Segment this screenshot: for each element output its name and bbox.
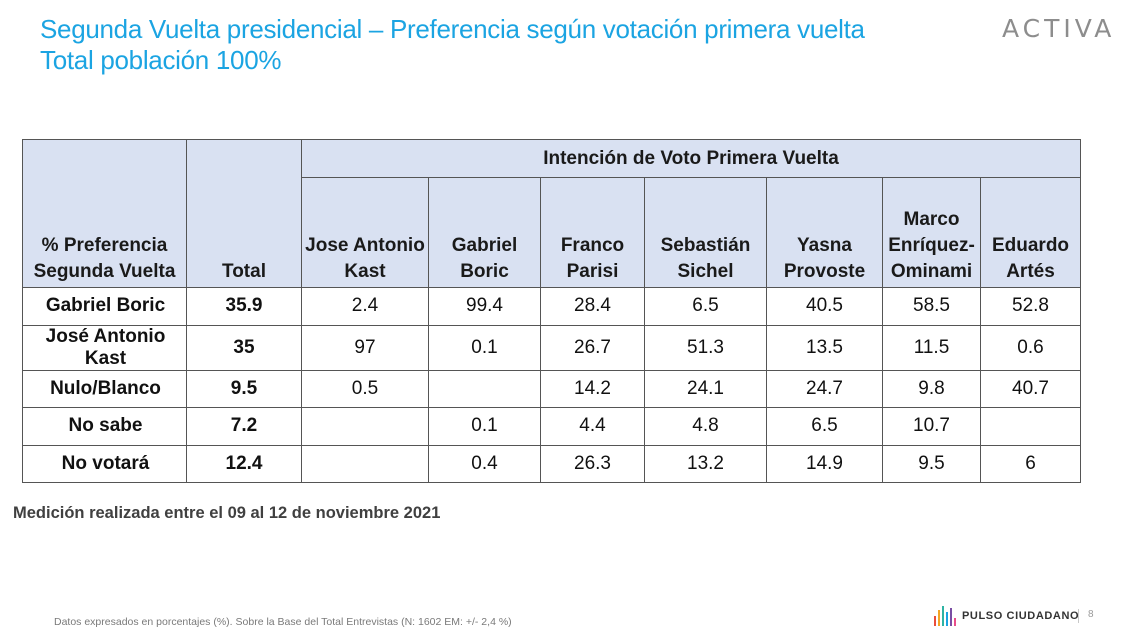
value-cell: 14.2 — [540, 369, 645, 408]
value-cell: 13.2 — [644, 444, 767, 483]
column-header: Yasna Provoste — [766, 177, 883, 288]
table-row: Gabriel Boric 35.9 2.4 99.4 28.4 6.5 40.5 58.5 5… — [22, 287, 1081, 326]
column-header-line: Gabriel — [451, 235, 518, 256]
value-cell: 9.5 — [882, 444, 981, 483]
row-label: No votará — [22, 444, 187, 483]
column-header-line: Ominami — [890, 261, 973, 282]
value-cell: 4.8 — [644, 407, 767, 446]
brand-bar — [938, 610, 940, 626]
group-header: Intención de Voto Primera Vuelta — [301, 139, 1081, 178]
brand-bar — [942, 606, 944, 626]
value-cell: 0.6 — [980, 324, 1081, 371]
value-cell: 51.3 — [644, 324, 767, 371]
column-header: Jose Antonio Kast — [301, 177, 429, 288]
row-header-label: % Preferencia Segunda Vuelta — [33, 235, 176, 282]
column-header-line: Eduardo — [991, 235, 1070, 256]
pulso-ciudadano-icon — [934, 606, 956, 626]
value-cell: 13.5 — [766, 324, 883, 371]
row-label: Nulo/Blanco — [22, 369, 187, 408]
brand-bar — [950, 608, 952, 626]
footer-divider — [1078, 609, 1079, 623]
table-row: No sabe 7.2 0.1 4.4 4.8 6.5 10.7 — [22, 407, 1081, 446]
value-cell: 11.5 — [882, 324, 981, 371]
column-header-line: Sichel — [677, 261, 734, 282]
value-cell: 40.7 — [980, 369, 1081, 408]
value-cell: 28.4 — [540, 287, 645, 326]
brand-name: PULSO CIUDADANO — [962, 610, 1080, 622]
value-cell: 9.8 — [882, 369, 981, 408]
value-cell: 2.4 — [301, 287, 429, 326]
value-cell: 10.7 — [882, 407, 981, 446]
value-cell — [301, 407, 429, 446]
value-cell — [980, 407, 1081, 446]
column-header-line: Provoste — [783, 261, 866, 282]
value-cell: 26.7 — [540, 324, 645, 371]
results-table: % Preferencia Segunda Vuelta Total Inten… — [22, 139, 1081, 483]
row-label: José Antonio Kast — [22, 324, 187, 371]
value-cell: 58.5 — [882, 287, 981, 326]
value-cell: 14.9 — [766, 444, 883, 483]
column-header-line: Kast — [344, 261, 386, 282]
measurement-note: Medición realizada entre el 09 al 12 de … — [13, 504, 441, 522]
value-cell: 24.1 — [644, 369, 767, 408]
table-row: José Antonio Kast 35 97 0.1 26.7 51.3 13.5 11.5… — [22, 324, 1081, 371]
value-cell: 0.1 — [428, 324, 541, 371]
footnote: Datos expresados en porcentajes (%). Sob… — [54, 616, 512, 628]
total-header-label: Total — [222, 261, 266, 282]
value-cell: 26.3 — [540, 444, 645, 483]
value-cell: 97 — [301, 324, 429, 371]
total-header-cell: Total — [186, 139, 302, 288]
row-label: Gabriel Boric — [22, 287, 187, 326]
value-cell — [301, 444, 429, 483]
total-cell: 7.2 — [186, 407, 302, 446]
column-header-line: Boric — [460, 261, 509, 282]
page-number: 8 — [1088, 609, 1094, 620]
value-cell: 6.5 — [766, 407, 883, 446]
brand-bar — [934, 616, 936, 626]
table-row: Nulo/Blanco 9.5 0.5 14.2 24.1 24.7 9.8 40.7 — [22, 369, 1081, 408]
column-header: Eduardo Artés — [980, 177, 1081, 288]
total-cell: 35 — [186, 324, 302, 371]
value-cell: 0.4 — [428, 444, 541, 483]
title-line-1: Segunda Vuelta presidencial – Preferenci… — [40, 14, 865, 44]
total-cell: 12.4 — [186, 444, 302, 483]
total-cell: 9.5 — [186, 369, 302, 408]
row-label: No sabe — [22, 407, 187, 446]
column-header-line: Sebastián — [660, 235, 751, 256]
value-cell: 99.4 — [428, 287, 541, 326]
total-cell: 35.9 — [186, 287, 302, 326]
value-cell: 6.5 — [644, 287, 767, 326]
brand-bar — [954, 618, 956, 626]
column-header: Gabriel Boric — [428, 177, 541, 288]
column-header-line: Artés — [1006, 261, 1055, 282]
column-header-line: Jose Antonio — [305, 235, 425, 256]
column-header: Franco Parisi — [540, 177, 645, 288]
value-cell: 0.5 — [301, 369, 429, 408]
value-cell: 4.4 — [540, 407, 645, 446]
table-row: No votará 12.4 0.4 26.3 13.2 14.9 9.5 6 — [22, 444, 1081, 483]
column-header-line: Franco — [560, 235, 625, 256]
column-header-line: Parisi — [566, 261, 619, 282]
brand-bar — [946, 612, 948, 626]
value-cell — [428, 369, 541, 408]
column-header-line: Enríquez- — [888, 235, 975, 256]
value-cell: 40.5 — [766, 287, 883, 326]
column-header: Marco Enríquez- Ominami — [882, 177, 981, 288]
title-line-2: Total población 100% — [40, 45, 282, 75]
pulso-ciudadano-brand: PULSO CIUDADANO — [934, 605, 1079, 627]
column-header-line: Yasna — [797, 235, 852, 256]
row-header-cell: % Preferencia Segunda Vuelta — [22, 139, 187, 288]
activa-logo: ACTIVA — [1002, 14, 1116, 43]
value-cell: 24.7 — [766, 369, 883, 408]
value-cell: 6 — [980, 444, 1081, 483]
column-header: Sebastián Sichel — [644, 177, 767, 288]
value-cell: 52.8 — [980, 287, 1081, 326]
column-header-line: Marco — [903, 209, 960, 230]
value-cell: 0.1 — [428, 407, 541, 446]
slide-title: Segunda Vuelta presidencial – Preferenci… — [40, 14, 865, 76]
